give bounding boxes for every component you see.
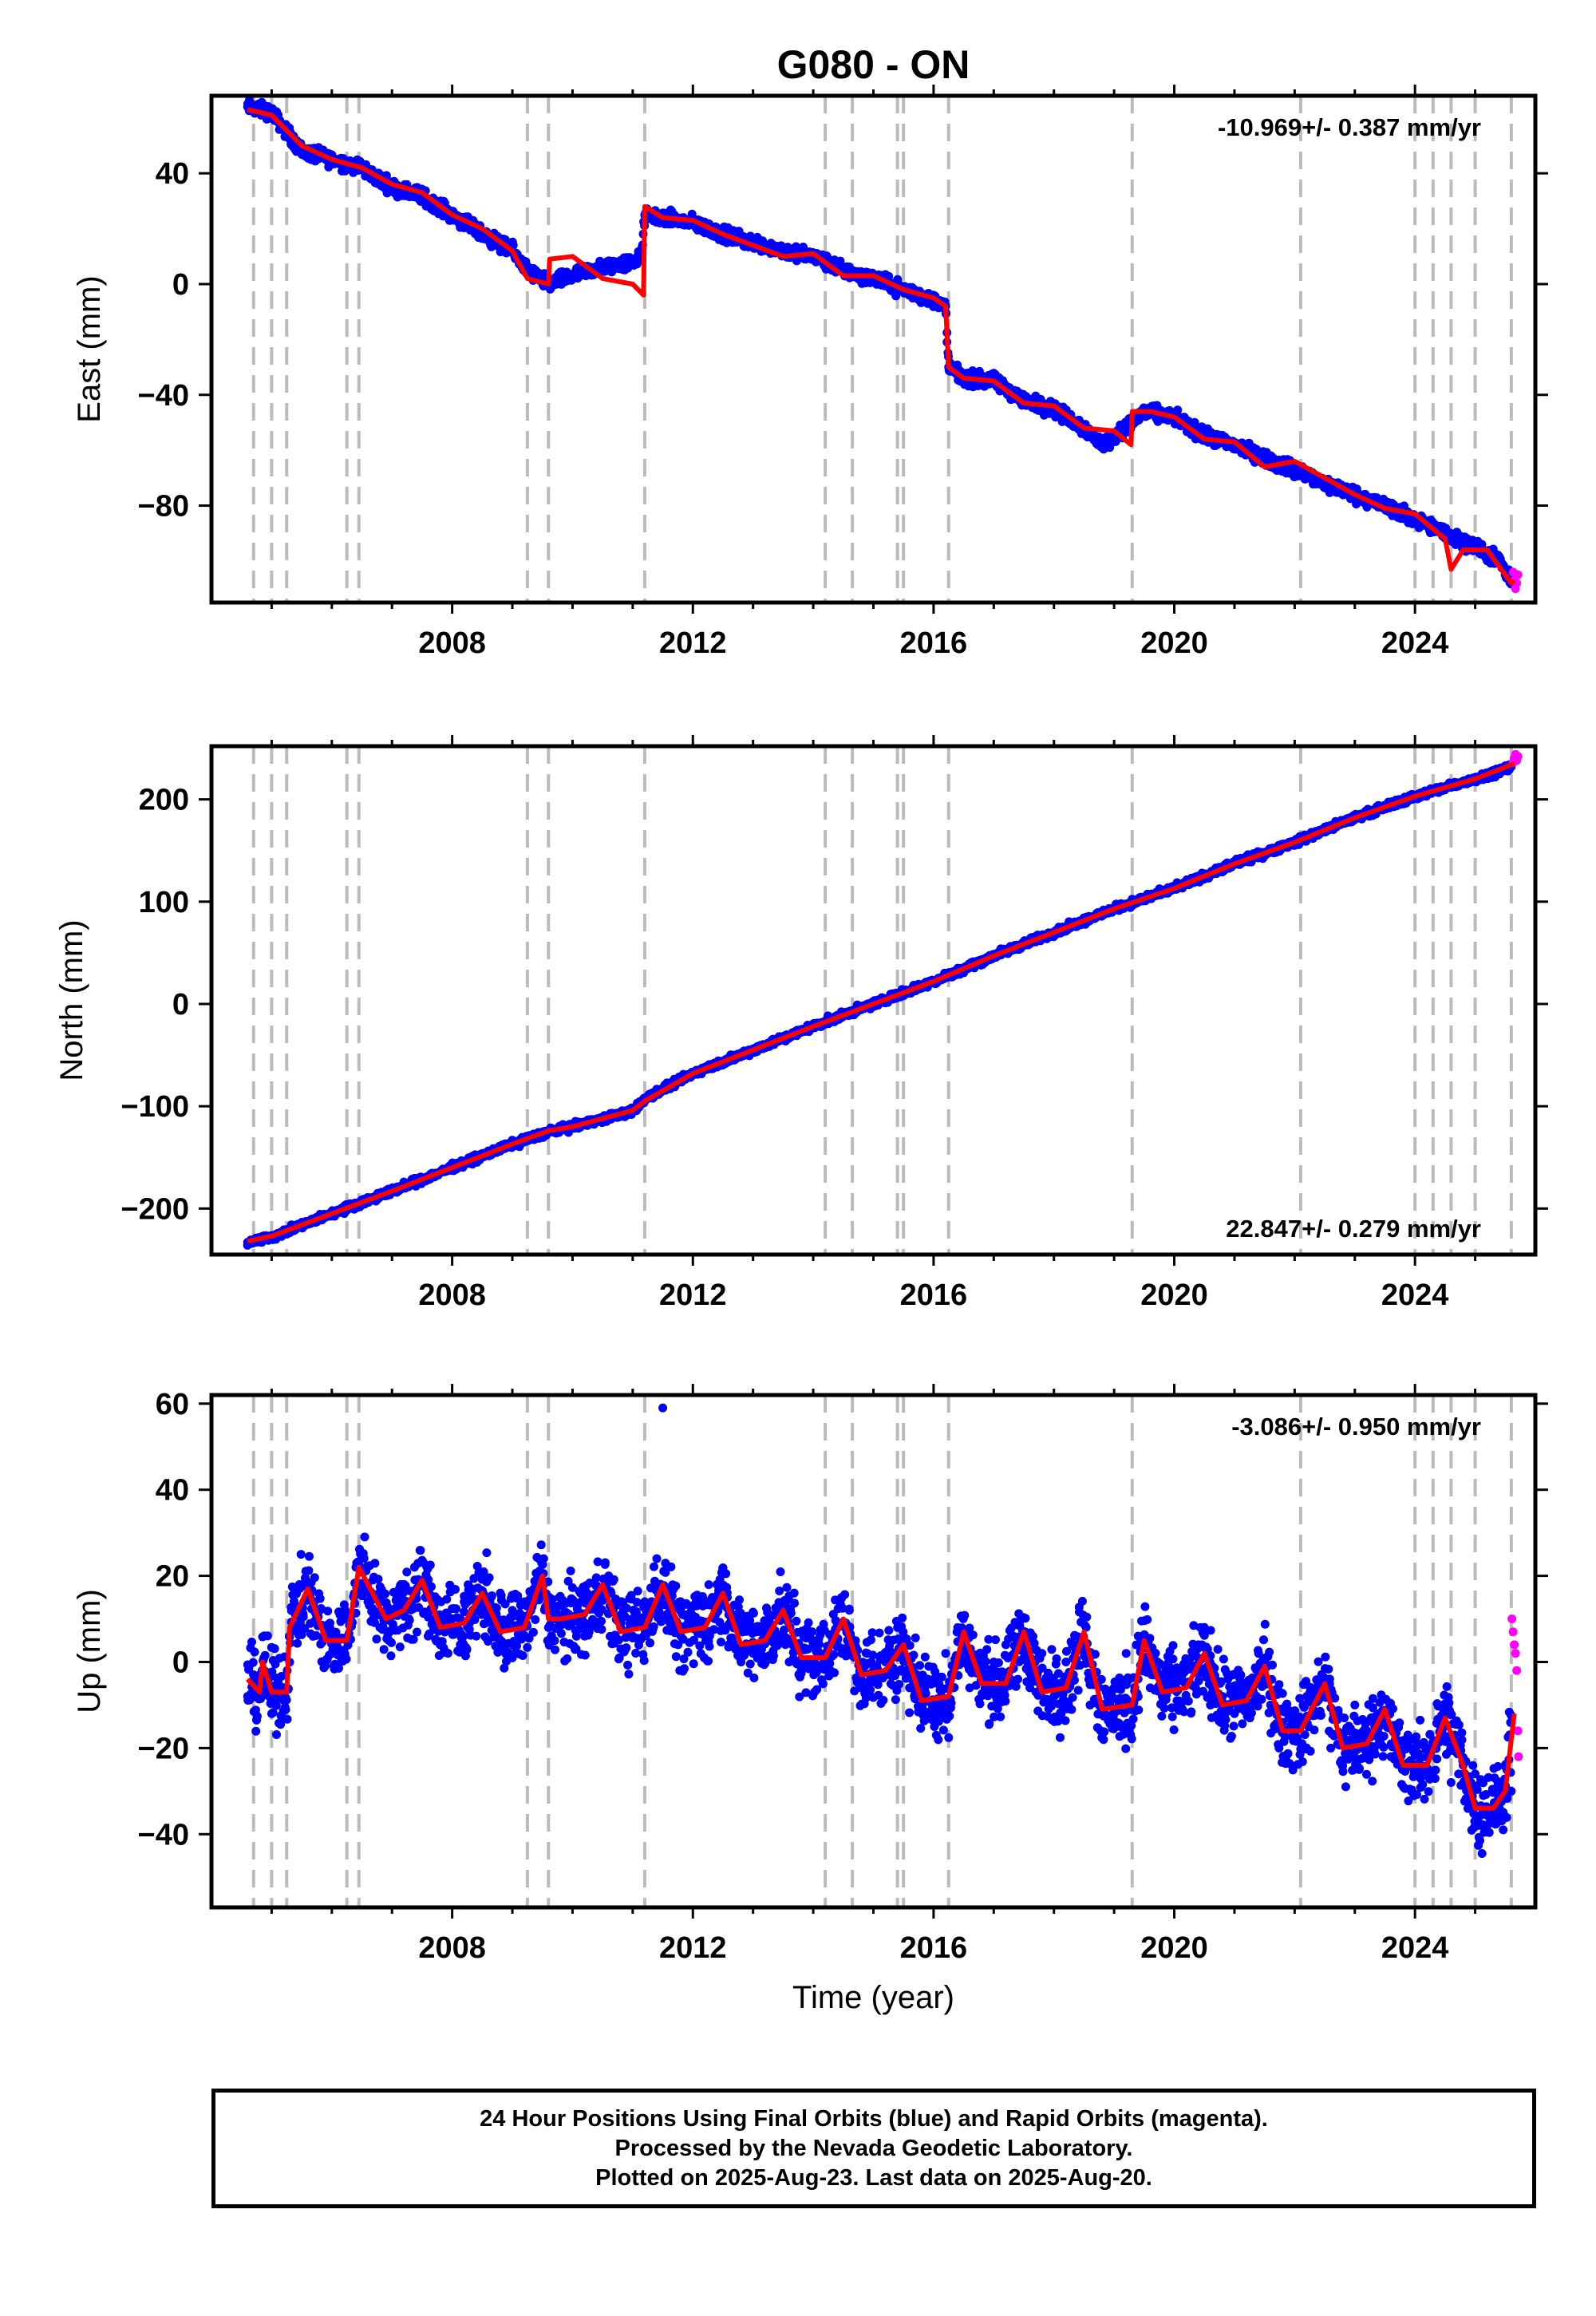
rapid-orbit-point	[1513, 570, 1523, 579]
data-point	[628, 257, 638, 267]
model-line	[247, 107, 1516, 586]
y-tick-label: −40	[138, 379, 189, 413]
data-point	[1190, 417, 1199, 427]
y-tick-label: −80	[138, 490, 189, 524]
data-point	[1121, 423, 1131, 433]
x-tick-label: 2024	[1381, 626, 1449, 660]
data-point	[1260, 454, 1270, 464]
data-point	[567, 271, 577, 281]
data-point	[598, 263, 607, 272]
x-tick-label: 2016	[900, 626, 968, 660]
y-tick-label: 0	[172, 268, 189, 302]
chart-title: G080 - ON	[777, 42, 970, 87]
data-point	[1097, 440, 1107, 449]
data-point	[1290, 464, 1299, 474]
data-point	[778, 246, 788, 255]
x-tick-label: 2012	[659, 626, 727, 660]
y-tick-label: 40	[156, 157, 189, 191]
plot-frame	[209, 93, 1538, 605]
y-axis-label: East (mm)	[72, 275, 107, 422]
x-tick-label: 2008	[418, 626, 486, 660]
rate-annotation: -10.969+/- 0.387 mm/yr	[1218, 113, 1481, 141]
final-orbits-points-0	[243, 96, 1516, 589]
x-tick-label: 2020	[1140, 626, 1208, 660]
